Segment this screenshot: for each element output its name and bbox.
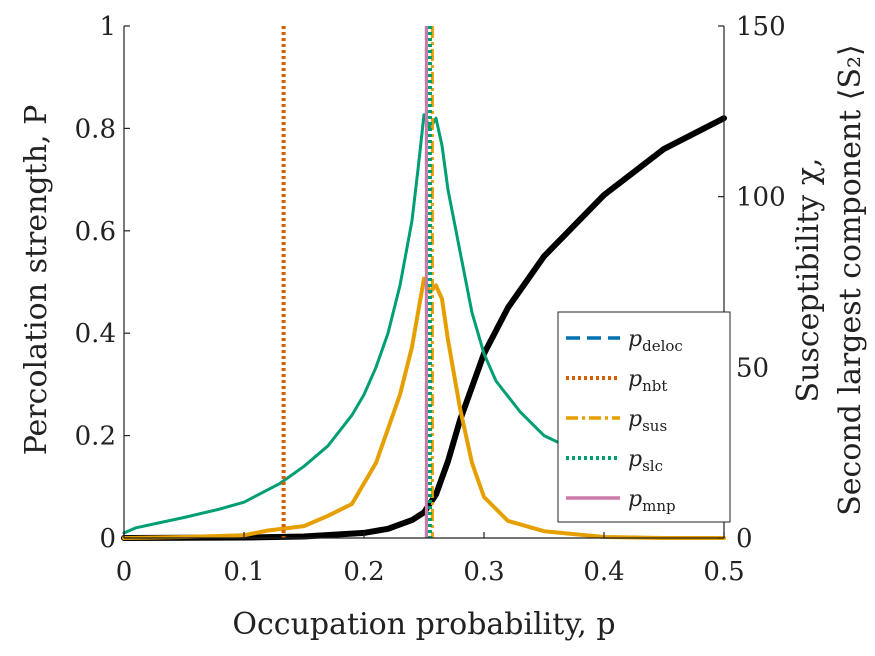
y-left-tick-label: 0.8 (75, 114, 116, 144)
legend-label-pslc: pslc (628, 447, 663, 475)
series-line-2 (122, 276, 726, 540)
y-right-tick-label: 100 (736, 183, 786, 213)
legend: pdeloc pnbt psus pslc pmnp (557, 311, 731, 523)
y-right-axis-label-line1: Susceptibility χ, (791, 158, 826, 403)
legend-label-pdeloc: pdeloc (628, 327, 683, 355)
legend-box (557, 311, 731, 523)
y-left-tick-label: 1 (99, 12, 116, 42)
vline-layer (281, 26, 434, 538)
x-axis-label: Occupation probability, p (232, 607, 615, 642)
x-tick-label: 0.5 (703, 557, 744, 587)
y-right-tick-label: 0 (736, 524, 753, 554)
series-line-0 (121, 115, 727, 541)
series-line-1 (122, 113, 726, 535)
y-left-tick-label: 0.6 (75, 217, 116, 247)
y-right-tick-label: 50 (736, 353, 769, 383)
legend-label-pnbt: pnbt (628, 367, 667, 395)
y-left-axis-label: Percolation strength, P (19, 105, 54, 456)
y-left-tick-label: 0.4 (75, 319, 116, 349)
x-tick-label: 0.4 (583, 557, 624, 587)
x-tick-label: 0.3 (463, 557, 504, 587)
legend-label-psus: psus (628, 407, 667, 435)
y-left-tick-label: 0 (99, 524, 116, 554)
legend-label-pmnp: pmnp (628, 487, 676, 515)
x-tick-label: 0.1 (223, 557, 264, 587)
x-tick-label: 0 (116, 557, 133, 587)
y-right-axis-label-line2: Second largest component ⟨S₂⟩ (833, 44, 868, 516)
series-layer (121, 113, 727, 541)
y-right-tick-label: 150 (736, 12, 786, 42)
y-left-tick-label: 0.2 (75, 422, 116, 452)
x-tick-label: 0.2 (343, 557, 384, 587)
